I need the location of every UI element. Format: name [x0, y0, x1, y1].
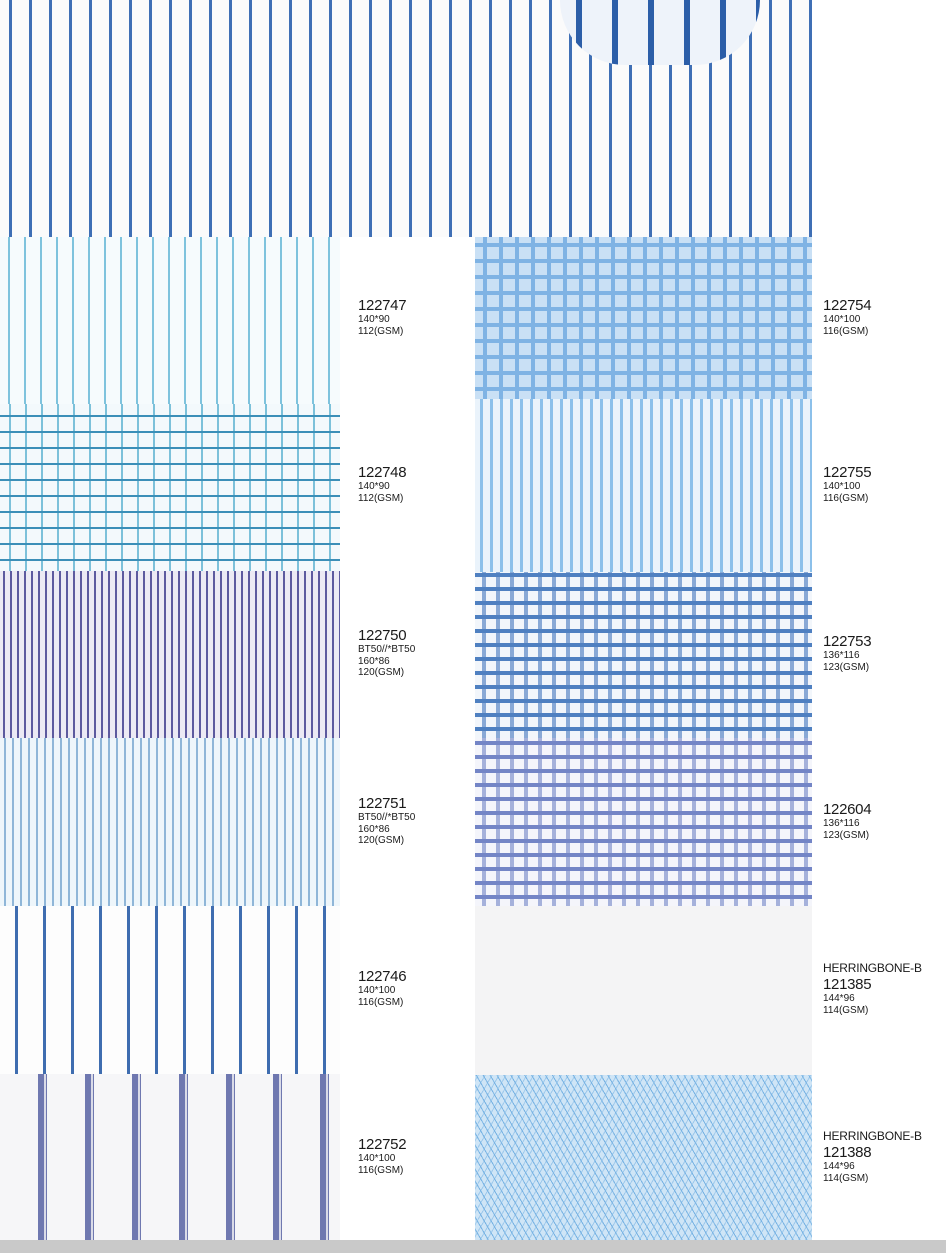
- fabric-swatch-122751[interactable]: [0, 738, 340, 906]
- fabric-code: 121388: [823, 1143, 872, 1161]
- fabric-code: 122604: [823, 801, 872, 818]
- fabric-density: 136*116: [823, 650, 860, 662]
- fabric-weight: 116(GSM): [823, 492, 869, 504]
- fabric-code: 122752: [358, 1136, 407, 1153]
- fabric-density: 140*100: [358, 985, 396, 997]
- fabric-density: 144*96: [823, 993, 855, 1005]
- fabric-label-122750: 122750 BT50//*BT50 160*86 120(GSM): [358, 627, 415, 679]
- fabric-label-122752: 122752 140*100 116(GSM): [358, 1136, 407, 1176]
- fabric-yarn: BT50//*BT50: [358, 644, 416, 656]
- fabric-label-122748: 122748 140*90 112(GSM): [358, 464, 407, 504]
- fabric-weight: 116(GSM): [358, 1164, 404, 1176]
- fabric-weight: 123(GSM): [823, 829, 870, 841]
- fabric-swatch-top-overlay: [560, 0, 760, 65]
- fabric-code: 122751: [358, 795, 407, 812]
- fabric-weight: 120(GSM): [358, 835, 405, 847]
- fabric-swatch-top: [0, 0, 812, 237]
- fabric-density: 140*100: [358, 1153, 396, 1165]
- fabric-weight: 112(GSM): [358, 492, 404, 504]
- bottom-scroll-bar[interactable]: [0, 1240, 946, 1253]
- fabric-label-122604: 122604 136*116 123(GSM): [823, 801, 872, 841]
- fabric-swatch-122755[interactable]: [475, 399, 812, 572]
- fabric-type: HERRINGBONE-B: [823, 1129, 922, 1143]
- fabric-weight: 116(GSM): [823, 325, 869, 337]
- fabric-label-121385: HERRINGBONE-B 121385 144*96 114(GSM): [823, 961, 922, 1016]
- fabric-label-121388: HERRINGBONE-B 121388 144*96 114(GSM): [823, 1129, 922, 1184]
- fabric-swatch-121385[interactable]: [475, 906, 812, 1075]
- fabric-weight: 112(GSM): [358, 325, 404, 337]
- fabric-swatch-122753[interactable]: [475, 572, 812, 738]
- fabric-density: 140*100: [823, 314, 861, 326]
- fabric-weight: 114(GSM): [823, 1172, 869, 1184]
- fabric-weight: 114(GSM): [823, 1004, 869, 1016]
- fabric-weight: 120(GSM): [358, 667, 405, 679]
- fabric-swatch-122748[interactable]: [0, 404, 340, 571]
- fabric-density: 140*90: [358, 481, 390, 493]
- fabric-code: 122750: [358, 627, 407, 644]
- fabric-code: 122753: [823, 633, 872, 650]
- fabric-swatch-122604[interactable]: [475, 738, 812, 906]
- fabric-density: 144*96: [823, 1161, 855, 1173]
- fabric-code: 122755: [823, 464, 872, 481]
- fabric-code: 122754: [823, 297, 872, 314]
- fabric-label-122747: 122747 140*90 112(GSM): [358, 297, 407, 337]
- fabric-swatch-122746[interactable]: [0, 906, 340, 1074]
- fabric-swatch-122754[interactable]: [475, 237, 812, 399]
- fabric-swatch-122752[interactable]: [0, 1074, 340, 1240]
- fabric-code: 121385: [823, 975, 872, 993]
- fabric-density: 160*86: [358, 823, 390, 835]
- fabric-yarn: BT50//*BT50: [358, 812, 416, 824]
- fabric-label-122754: 122754 140*100 116(GSM): [823, 297, 872, 337]
- fabric-weight: 123(GSM): [823, 661, 870, 673]
- fabric-density: 160*86: [358, 655, 390, 667]
- fabric-label-122753: 122753 136*116 123(GSM): [823, 633, 872, 673]
- fabric-swatch-122747[interactable]: [0, 237, 340, 404]
- fabric-code: 122748: [358, 464, 407, 481]
- fabric-code: 122746: [358, 968, 407, 985]
- fabric-swatch-121388[interactable]: [475, 1075, 812, 1240]
- fabric-type: HERRINGBONE-B: [823, 961, 922, 975]
- fabric-density: 140*90: [358, 314, 390, 326]
- fabric-label-122751: 122751 BT50//*BT50 160*86 120(GSM): [358, 795, 415, 847]
- fabric-weight: 116(GSM): [358, 996, 404, 1008]
- fabric-swatch-122750[interactable]: [0, 571, 340, 738]
- fabric-density: 136*116: [823, 818, 860, 830]
- fabric-label-122746: 122746 140*100 116(GSM): [358, 968, 407, 1008]
- fabric-code: 122747: [358, 297, 407, 314]
- fabric-label-122755: 122755 140*100 116(GSM): [823, 464, 872, 504]
- fabric-density: 140*100: [823, 481, 861, 493]
